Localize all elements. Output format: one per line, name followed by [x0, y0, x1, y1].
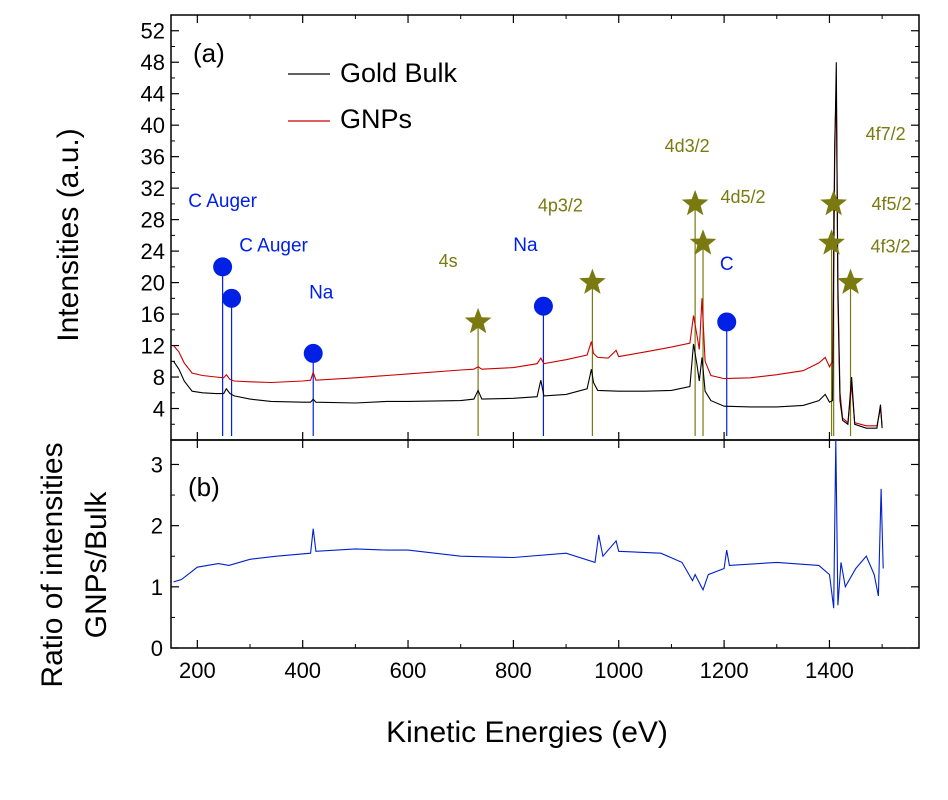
gold-marker-label: 4p3/2 — [538, 196, 583, 216]
panel-label-b: (b) — [188, 472, 220, 502]
blue-marker-dot — [222, 288, 242, 308]
blue-marker-label: C — [720, 254, 734, 275]
bottom-y-axis-title-line2: GNPs/Bulk — [80, 491, 113, 639]
bottom-y-axis-title-line1: Ratio of intensities — [36, 442, 69, 687]
gold-marker-label: 4d5/2 — [721, 187, 766, 207]
blue-marker-label: Na — [309, 282, 334, 303]
x-tick-label: 400 — [284, 658, 321, 683]
gold-star-marker — [820, 189, 847, 216]
top-y-axis-title: Intensities (a.u.) — [52, 128, 85, 341]
x-tick-label: 800 — [495, 658, 532, 683]
blue-marker-dot — [717, 312, 737, 332]
x-tick-label: 1400 — [805, 658, 854, 683]
x-axis: 200 400 600 800 1000 1200 1400 — [179, 15, 883, 683]
gold-star-marker — [689, 229, 717, 255]
top-y-tick-label: 52 — [141, 19, 165, 44]
bottom-y-tick-label: 0 — [151, 636, 163, 661]
gold-marker-label: 4f7/2 — [866, 124, 906, 144]
series-line-ratio — [173, 439, 884, 609]
gold-marker-label: 4f5/2 — [872, 194, 912, 214]
bottom-y-tick-label: 3 — [151, 452, 163, 477]
top-y-tick-label: 44 — [141, 82, 165, 107]
top-y-tick-label: 8 — [153, 365, 165, 390]
x-tick-label: 1200 — [700, 658, 749, 683]
x-axis-title: Kinetic Energies (eV) — [386, 716, 668, 749]
top-y-tick-label: 20 — [141, 271, 165, 296]
blue-marker-dot — [533, 296, 553, 316]
gold-marker-label: 4d3/2 — [665, 136, 710, 156]
blue-marker-dot — [213, 257, 233, 277]
gold-star-marker — [837, 268, 864, 294]
x-tick-label: 1000 — [594, 658, 643, 683]
series-line-gold-bulk — [173, 62, 883, 429]
bottom-y-tick-label: 2 — [151, 514, 163, 539]
top-y-tick-label: 24 — [141, 239, 165, 264]
top-y-tick-label: 36 — [141, 145, 165, 170]
gold-marker-label: 4s — [439, 251, 458, 271]
markers-group: C Auger C Auger Na Na C 4s 4p3/2 4d3/2 4d5/2 4f7/… — [188, 124, 912, 363]
top-series-group — [173, 62, 883, 429]
top-y-tick-label: 16 — [141, 302, 165, 327]
bottom-plot-frame — [170, 439, 920, 649]
x-tick-label: 600 — [390, 658, 427, 683]
top-y-tick-label: 4 — [153, 397, 165, 422]
top-y-tick-label: 28 — [141, 208, 165, 233]
gold-star-marker — [579, 268, 606, 294]
top-y-tick-label: 48 — [141, 50, 165, 75]
gold-star-marker — [464, 307, 492, 334]
bottom-series-group — [173, 439, 884, 609]
top-y-tick-label: 32 — [141, 176, 165, 201]
blue-marker-label: Na — [513, 235, 538, 256]
blue-marker-label: C Auger — [239, 235, 308, 256]
legend-label-gold-bulk: Gold Bulk — [340, 58, 458, 88]
gold-star-marker — [818, 229, 845, 255]
top-y-tick-label: 40 — [141, 113, 165, 138]
blue-marker-label: C Auger — [188, 191, 257, 212]
bottom-y-axis: 0 1 2 3 — [151, 452, 919, 661]
x-tick-label: 200 — [179, 658, 216, 683]
gold-marker-label: 4f3/2 — [870, 237, 910, 257]
legend-label-gnps: GNPs — [340, 104, 412, 134]
panel-label-a: (a) — [193, 38, 225, 68]
gold-star-marker — [681, 189, 709, 216]
legend: Gold Bulk GNPs — [288, 58, 458, 134]
top-plot-frame — [170, 14, 920, 441]
blue-marker-dot — [303, 343, 323, 363]
bottom-y-tick-label: 1 — [151, 575, 163, 600]
top-y-tick-label: 12 — [141, 334, 165, 359]
